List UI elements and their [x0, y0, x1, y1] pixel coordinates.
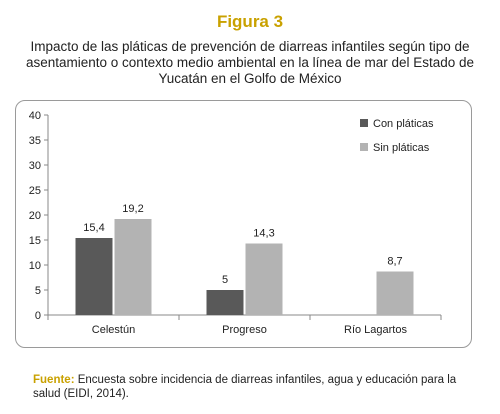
legend-swatch — [360, 143, 368, 151]
legend-label: Con pláticas — [373, 118, 434, 130]
source-note: Fuente: Encuesta sobre incidencia de dia… — [33, 373, 473, 401]
bar — [245, 243, 283, 315]
bar — [376, 271, 414, 315]
y-tick-label: 15 — [29, 235, 41, 247]
source-text: Encuesta sobre incidencia de diarreas in… — [33, 374, 457, 400]
y-tick-label: 35 — [29, 135, 41, 147]
figure-title: Impacto de las pláticas de prevención de… — [25, 39, 475, 86]
data-label: 19,2 — [122, 203, 143, 215]
category-label: Progreso — [222, 324, 267, 336]
y-tick-label: 10 — [29, 260, 41, 272]
y-tick-label: 0 — [35, 310, 41, 322]
chart-frame: 0 5 10 15 20 25 30 35 40 15,4 19,2 Celestún 5 14,3 Pro… — [15, 100, 472, 348]
source-label: Fuente: — [33, 374, 75, 386]
category-label: Río Lagartos — [344, 324, 407, 336]
legend-label: Sin pláticas — [373, 142, 430, 154]
data-label: 14,3 — [253, 228, 274, 240]
y-tick-label: 5 — [35, 285, 41, 297]
category-label: Celestún — [92, 324, 135, 336]
bar — [206, 290, 244, 315]
figure-label: Figura 3 — [216, 12, 284, 31]
y-tick-label: 20 — [29, 210, 41, 222]
data-label: 15,4 — [83, 222, 104, 234]
bar — [114, 219, 152, 315]
y-tick-label: 25 — [29, 185, 41, 197]
bar — [75, 238, 113, 315]
data-label: 8,7 — [387, 256, 402, 268]
y-tick-label: 40 — [29, 110, 41, 122]
y-tick-label: 30 — [29, 160, 41, 172]
data-label: 5 — [222, 274, 228, 286]
legend-swatch — [360, 119, 368, 127]
bar-chart: 0 5 10 15 20 25 30 35 40 15,4 19,2 Celestún 5 14,3 Pro… — [29, 110, 442, 336]
